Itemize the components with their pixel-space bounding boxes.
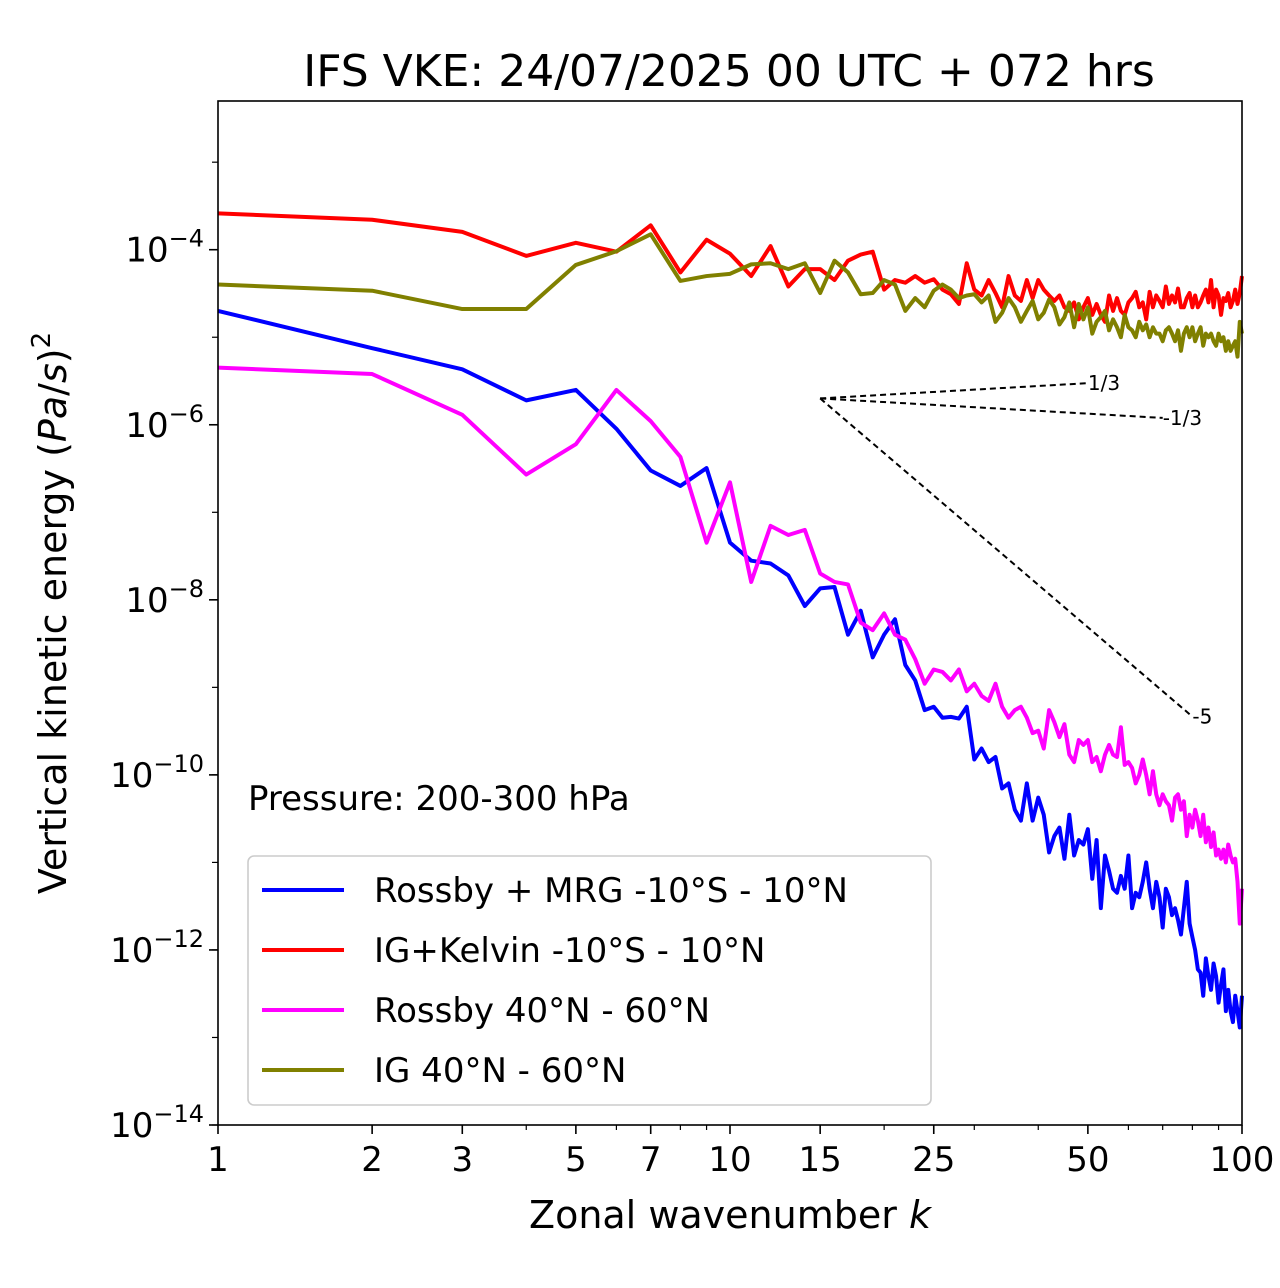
x-tick-label: 10: [708, 1140, 751, 1180]
legend-box: [247, 855, 932, 1106]
x-tick-label: 100: [1210, 1140, 1275, 1180]
y-tick-label: 10−8: [125, 575, 204, 621]
x-tick-label: 5: [565, 1140, 587, 1180]
legend-label-1: Rossby + MRG -10°S - 10°N: [374, 871, 848, 911]
x-tick-label: 15: [799, 1140, 842, 1180]
y-tick-label: 10−6: [125, 400, 204, 446]
y-tick-label: 10−14: [110, 1100, 204, 1146]
x-tick-label: 3: [451, 1140, 473, 1180]
y-axis-label: Vertical kinetic energy (Pa/s)2: [27, 332, 75, 894]
x-axis-label: Zonal wavenumber k: [529, 1193, 933, 1237]
series-line-4: [217, 232, 1244, 359]
x-tick-label: 2: [361, 1140, 383, 1180]
legend: Rossby + MRG -10°S - 10°N IG+Kelvin -10°S…: [247, 855, 932, 1106]
y-tick-label: 10−12: [110, 925, 204, 971]
series-line-3: [217, 365, 1244, 926]
x-tick-label: 1: [207, 1140, 229, 1180]
slope-label-3: -5: [1192, 705, 1212, 729]
legend-label-2: IG+Kelvin -10°S - 10°N: [374, 931, 765, 971]
x-tick-label: 50: [1066, 1140, 1109, 1180]
slope-line-3: [819, 397, 1194, 718]
series-line-2: [217, 211, 1244, 324]
slope-label-1: 1/3: [1088, 371, 1120, 395]
y-tick-label: 10−10: [110, 750, 204, 796]
x-axis-ticks: 1 2 3 5 7 10 15 25 50 100: [207, 1125, 1274, 1180]
slope-line-1: [820, 382, 1088, 400]
x-tick-label: 25: [912, 1140, 955, 1180]
y-axis-ticks: 10−14 10−12 10−10 10−8 10−6 10−4: [110, 161, 218, 1146]
reference-slopes: 1/3 -1/3 -5: [819, 371, 1212, 729]
series-line-1: [217, 308, 1244, 1030]
slope-line-2: [820, 397, 1163, 419]
series-layer: [217, 211, 1244, 1030]
legend-label-4: IG 40°N - 60°N: [374, 1051, 626, 1091]
legend-label-3: Rossby 40°N - 60°N: [374, 991, 710, 1031]
pressure-annotation: Pressure: 200-300 hPa: [248, 779, 630, 819]
y-tick-label: 10−4: [125, 225, 204, 271]
x-tick-label: 7: [640, 1140, 662, 1180]
chart-title: IFS VKE: 24/07/2025 00 UTC + 072 hrs: [303, 46, 1155, 97]
legend-items: Rossby + MRG -10°S - 10°N IG+Kelvin -10°S…: [262, 871, 848, 1091]
slope-label-2: -1/3: [1163, 406, 1202, 430]
